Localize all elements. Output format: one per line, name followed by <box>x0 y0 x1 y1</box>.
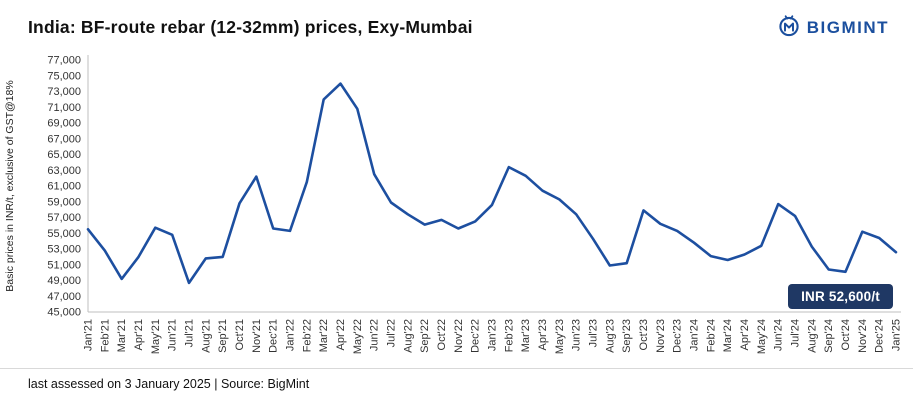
x-tick-label: Mar'23 <box>520 319 532 352</box>
x-tick-label: Oct'23 <box>638 319 650 350</box>
x-tick-label: Oct'22 <box>436 319 448 350</box>
x-tick-label: May'21 <box>150 319 162 354</box>
x-tick-label: Mar'24 <box>722 319 734 352</box>
price-line <box>86 82 898 285</box>
y-tick-label: 77,000 <box>47 55 81 67</box>
y-tick-label: 59,000 <box>47 196 81 208</box>
x-tick-label: Dec'21 <box>268 319 280 353</box>
x-tick-label: Nov'23 <box>655 319 667 353</box>
x-tick-label: Jan'25 <box>891 319 903 351</box>
x-tick-label: Mar'21 <box>116 319 128 352</box>
x-tick-label: Jan'21 <box>83 319 95 351</box>
y-tick-label: 63,000 <box>47 165 81 177</box>
x-tick-label: Aug'23 <box>604 319 616 353</box>
x-tick-label: Jul'23 <box>588 319 600 347</box>
x-tick-label: May'22 <box>352 319 364 354</box>
x-tick-label: Jul'21 <box>184 319 196 347</box>
x-tick-label: Dec'22 <box>470 319 482 353</box>
x-tick-label: Apr'23 <box>537 319 549 350</box>
y-tick-label: 45,000 <box>47 307 81 319</box>
y-tick-label: 65,000 <box>47 149 81 161</box>
x-tick-label: May'23 <box>554 319 566 354</box>
x-tick-label: Aug'21 <box>200 319 212 353</box>
header: India: BF-route rebar (12-32mm) prices, … <box>0 0 913 50</box>
x-tick-label: Apr'21 <box>133 319 145 350</box>
x-tick-label: Oct'24 <box>840 319 852 350</box>
y-tick-label: 49,000 <box>47 275 81 287</box>
x-tick-label: Jun'24 <box>773 319 785 351</box>
x-tick-label: Aug'22 <box>402 319 414 353</box>
x-tick-label: Jun'21 <box>167 319 179 351</box>
x-tick-label: Jul'24 <box>790 319 802 347</box>
x-tick-label: Feb'24 <box>705 319 717 352</box>
x-tick-label: Sep'24 <box>823 319 835 353</box>
y-tick-label: 47,000 <box>47 291 81 303</box>
x-tick-label: Jun'23 <box>571 319 583 351</box>
y-tick-label: 61,000 <box>47 181 81 193</box>
x-tick-label: Aug'24 <box>806 319 818 353</box>
footer-text: last assessed on 3 January 2025 | Source… <box>28 377 310 391</box>
y-tick-label: 53,000 <box>47 244 81 256</box>
x-tick-label: Apr'24 <box>739 319 751 350</box>
x-tick-label: Feb'22 <box>301 319 313 352</box>
chart-area: Basic prices in INR/t, exclusive of GST@… <box>0 50 913 364</box>
x-tick-label: Sep'22 <box>419 319 431 353</box>
x-tick-label: Jan'24 <box>689 319 701 351</box>
y-tick-label: 51,000 <box>47 259 81 271</box>
x-tick-label: Dec'24 <box>874 319 886 353</box>
x-tick-label: Jan'23 <box>487 319 499 351</box>
page-title: India: BF-route rebar (12-32mm) prices, … <box>28 17 473 37</box>
y-tick-label: 57,000 <box>47 212 81 224</box>
x-tick-label: May'24 <box>756 319 768 354</box>
x-tick-label: Nov'22 <box>453 319 465 353</box>
x-tick-label: Sep'21 <box>217 319 229 353</box>
y-axis-title: Basic prices in INR/t, exclusive of GST@… <box>4 80 16 291</box>
bigmint-logo-text: BIGMINT <box>806 17 889 37</box>
bigmint-logo: BIGMINT <box>777 13 889 42</box>
x-tick-label: Dec'23 <box>672 319 684 353</box>
x-tick-label: Sep'23 <box>621 319 633 353</box>
y-tick-label: 75,000 <box>47 70 81 82</box>
x-tick-label: Jun'22 <box>369 319 381 351</box>
y-tick-label: 71,000 <box>47 102 81 114</box>
y-tick-label: 67,000 <box>47 133 81 145</box>
y-tick-label: 69,000 <box>47 118 81 130</box>
x-tick-label: Nov'24 <box>857 319 869 353</box>
price-badge: INR 52,600/t <box>788 284 893 309</box>
y-tick-label: 73,000 <box>47 86 81 98</box>
price-line-chart: Basic prices in INR/t, exclusive of GST@… <box>4 55 903 355</box>
x-tick-label: Jul'22 <box>386 319 398 347</box>
x-tick-label: Apr'22 <box>335 319 347 350</box>
x-tick-label: Oct'21 <box>234 319 246 350</box>
x-tick-label: Mar'22 <box>318 319 330 352</box>
x-tick-label: Jan'22 <box>285 319 297 351</box>
x-tick-label: Feb'21 <box>99 319 111 352</box>
x-tick-label: Nov'21 <box>251 319 263 353</box>
y-tick-label: 55,000 <box>47 228 81 240</box>
footer: last assessed on 3 January 2025 | Source… <box>0 368 913 401</box>
bigmint-logo-icon <box>777 13 801 42</box>
x-tick-label: Feb'23 <box>503 319 515 352</box>
